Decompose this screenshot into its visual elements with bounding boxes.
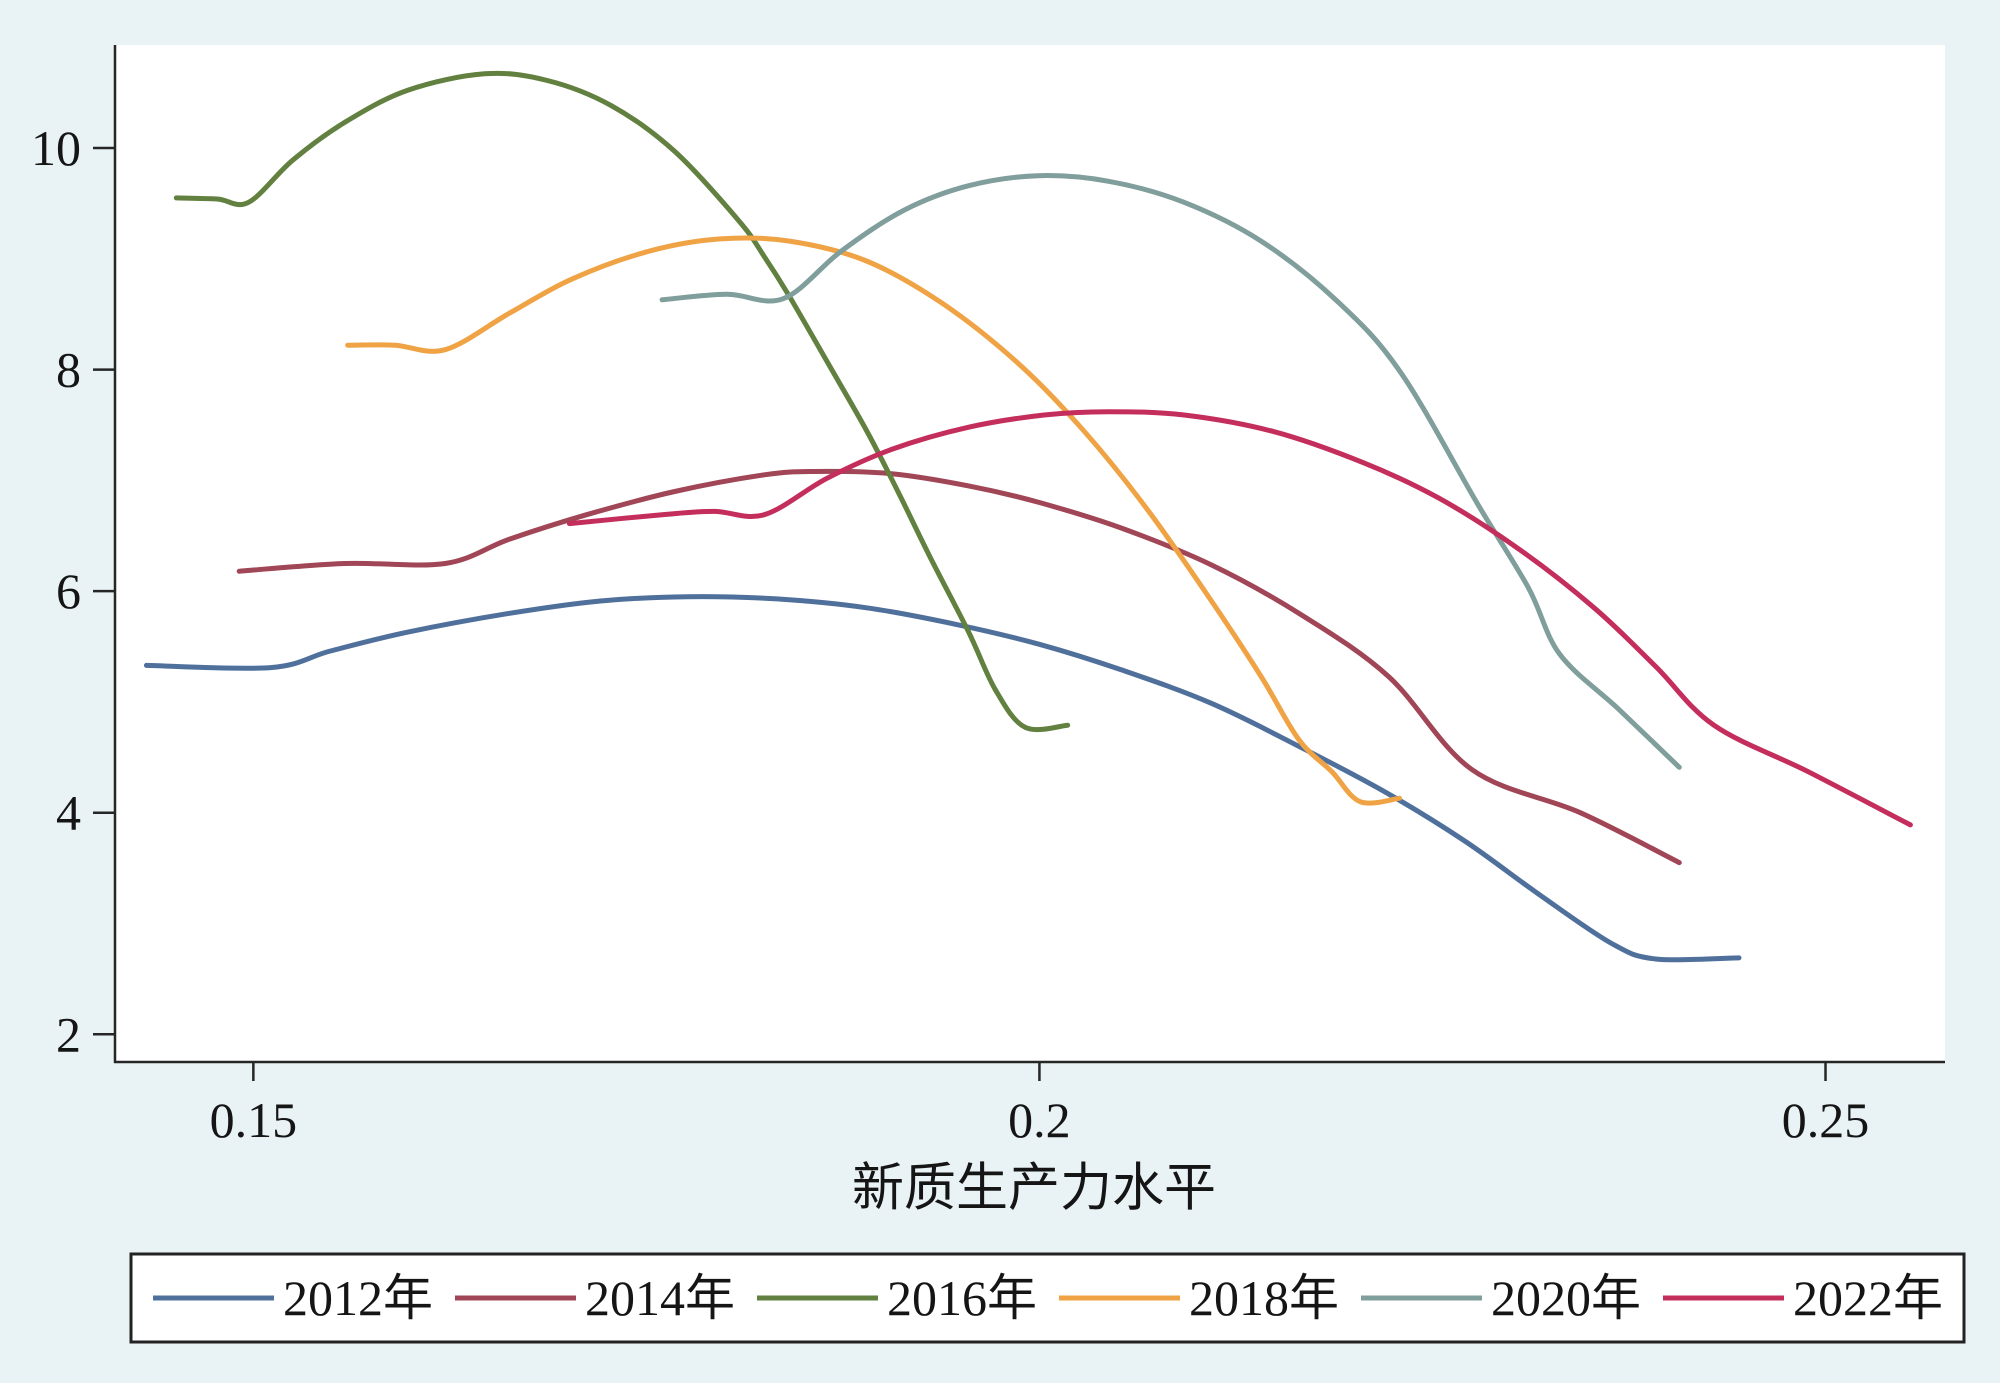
legend-label-2016: 2016年 (887, 1270, 1037, 1326)
series-layer (143, 70, 1913, 963)
legend-items: 2012年 2014年 2016年 2018年 2020年 2022年 (153, 1270, 1943, 1326)
legend-label-2020: 2020年 (1491, 1270, 1641, 1326)
legend-box (129, 1252, 1966, 1344)
legend-label-2022: 2022年 (1793, 1270, 1943, 1326)
series-line-2012 (143, 594, 1742, 963)
legend-label-2012: 2012年 (283, 1270, 433, 1326)
plot-area (115, 45, 1945, 1062)
legend-label-2018: 2018年 (1189, 1270, 1339, 1326)
y-tick-label: 2 (56, 1006, 81, 1062)
series-line-2018 (345, 235, 1402, 806)
legend: 2012年 2014年 2016年 2018年 2020年 2022年 (129, 1252, 1966, 1344)
y-tick-label: 8 (56, 342, 81, 398)
x-axis-title: 新质生产力水平 (852, 1161, 1216, 1218)
x-axis-ticks: 0.15 0.2 0.25 (210, 1062, 1870, 1148)
series-line-2014 (236, 468, 1682, 866)
y-tick-label: 6 (56, 563, 81, 619)
series-line-2016 (173, 70, 1071, 733)
y-tick-label: 10 (31, 120, 81, 176)
x-tick-label: 0.2 (1008, 1092, 1071, 1148)
legend-label-2014: 2014年 (585, 1270, 735, 1326)
x-tick-label: 0.15 (210, 1092, 298, 1148)
series-line-2020 (659, 173, 1682, 770)
y-axis-ticks: 2 4 6 8 10 (31, 120, 115, 1062)
series-line-2022 (566, 409, 1913, 828)
x-tick-label: 0.25 (1782, 1092, 1870, 1148)
y-tick-label: 4 (56, 785, 81, 841)
